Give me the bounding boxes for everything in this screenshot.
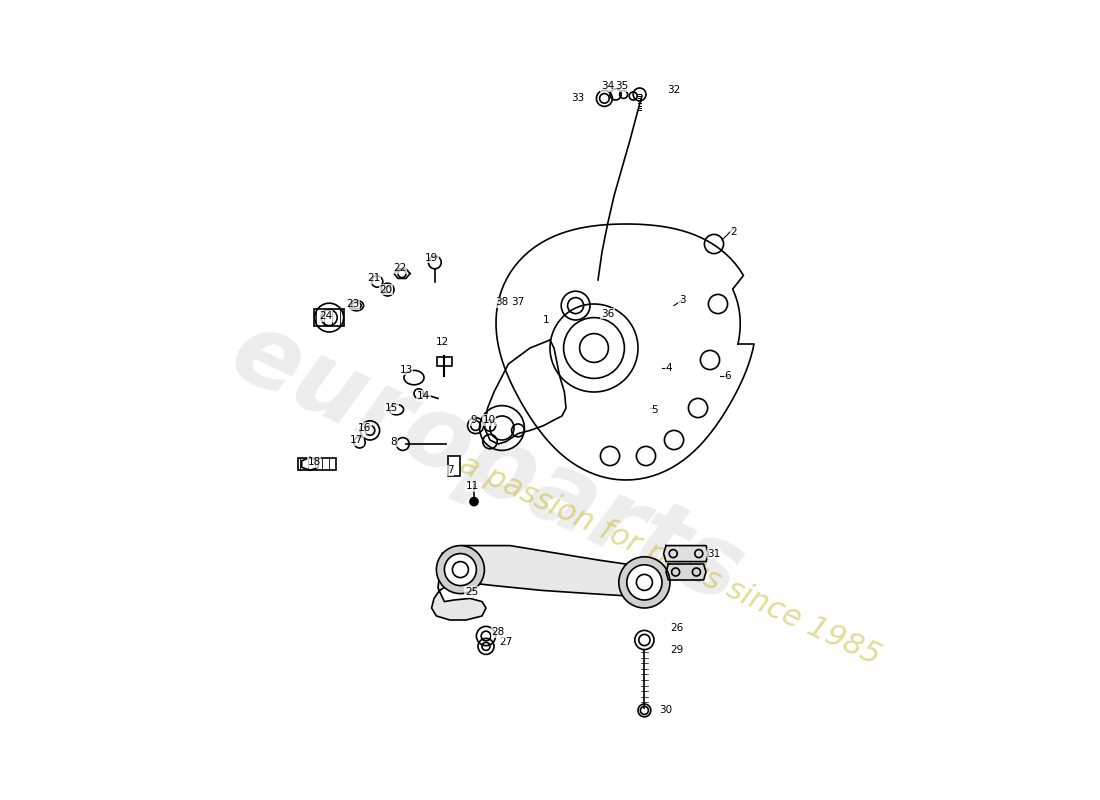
Circle shape <box>627 565 662 600</box>
Text: 14: 14 <box>417 391 430 401</box>
Text: 5: 5 <box>651 405 658 414</box>
Text: 12: 12 <box>436 338 449 347</box>
Text: a passion for parts since 1985: a passion for parts since 1985 <box>455 450 886 670</box>
Text: 13: 13 <box>399 365 412 374</box>
Circle shape <box>619 557 670 608</box>
Text: 27: 27 <box>499 637 513 646</box>
Text: 19: 19 <box>425 253 438 262</box>
Polygon shape <box>431 546 658 620</box>
Bar <box>298 458 337 470</box>
Text: 21: 21 <box>367 274 381 283</box>
Text: 20: 20 <box>379 285 393 294</box>
Circle shape <box>444 554 476 586</box>
Bar <box>448 456 461 476</box>
Text: 36: 36 <box>601 309 614 318</box>
Text: 1: 1 <box>542 315 549 325</box>
Text: 29: 29 <box>670 645 683 654</box>
Text: 2: 2 <box>730 227 737 237</box>
Text: 6: 6 <box>724 371 730 381</box>
Text: 32: 32 <box>668 85 681 94</box>
Text: 24: 24 <box>319 311 332 321</box>
Text: 23: 23 <box>346 299 360 309</box>
Text: 37: 37 <box>512 298 525 307</box>
Polygon shape <box>663 546 708 562</box>
Text: 30: 30 <box>659 706 672 715</box>
Text: 28: 28 <box>492 627 505 637</box>
Text: 33: 33 <box>571 93 584 102</box>
Text: 3: 3 <box>679 295 685 305</box>
Text: 18: 18 <box>307 458 320 467</box>
Text: 31: 31 <box>707 549 721 558</box>
Circle shape <box>437 546 484 594</box>
Bar <box>314 309 344 326</box>
Text: 16: 16 <box>358 423 371 433</box>
Text: 22: 22 <box>393 263 406 273</box>
Text: 4: 4 <box>666 363 672 373</box>
Text: 8: 8 <box>390 437 397 446</box>
Text: 11: 11 <box>465 482 478 491</box>
Text: 34: 34 <box>601 82 614 91</box>
Text: 26: 26 <box>670 623 683 633</box>
Text: 38: 38 <box>495 298 508 307</box>
Text: 17: 17 <box>350 435 363 445</box>
Circle shape <box>470 498 478 506</box>
Text: 15: 15 <box>385 403 398 413</box>
Text: 35: 35 <box>615 82 628 91</box>
Text: 10: 10 <box>483 415 496 425</box>
Text: 25: 25 <box>465 587 478 597</box>
Polygon shape <box>484 340 566 444</box>
Text: 9: 9 <box>470 415 476 425</box>
Text: europarts: europarts <box>214 303 757 625</box>
Polygon shape <box>666 564 706 580</box>
Text: 7: 7 <box>447 466 453 475</box>
